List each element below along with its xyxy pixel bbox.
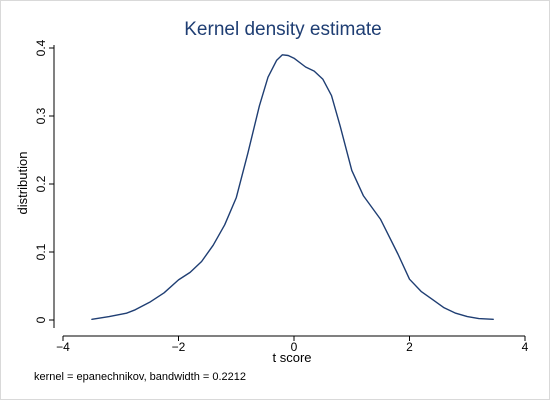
- series-group: [91, 54, 494, 320]
- y-tick-label: 0.1: [34, 243, 48, 260]
- x-tick-label: −4: [56, 340, 70, 354]
- y-axis-label: distribution: [15, 152, 30, 215]
- x-tick-label: 4: [522, 340, 529, 354]
- x-ticks: −4 −2 0 2 4: [56, 336, 529, 354]
- y-tick-label: 0: [34, 316, 48, 323]
- y-tick-label: 0.2: [34, 175, 48, 192]
- density-curve: [91, 54, 494, 320]
- x-tick-label: 2: [406, 340, 413, 354]
- x-tick-label: 0: [291, 340, 298, 354]
- chart-title: Kernel density estimate: [184, 19, 382, 40]
- x-tick-label: −2: [172, 340, 186, 354]
- y-tick-label: 0.4: [34, 39, 48, 56]
- y-tick-label: 0.3: [34, 107, 48, 124]
- y-ticks: 0 0.1 0.2 0.3 0.4: [34, 39, 54, 323]
- kernel-note: kernel = epanechnikov, bandwidth = 0.221…: [34, 371, 246, 383]
- x-axis-label: t score: [272, 350, 311, 365]
